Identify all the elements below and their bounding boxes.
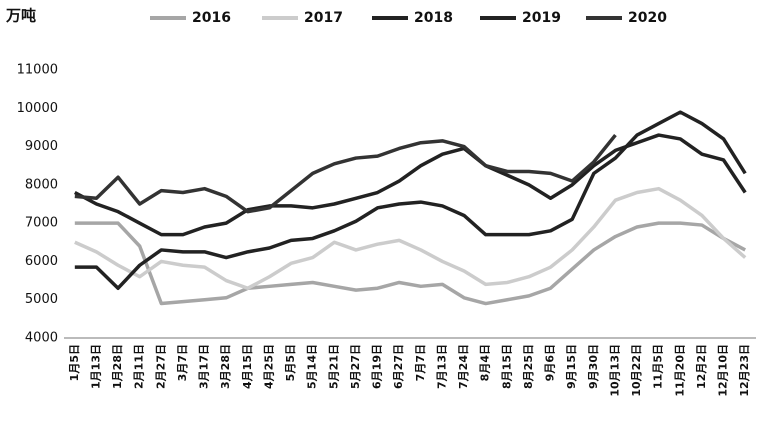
data-line — [74, 186, 747, 290]
data-line — [73, 133, 747, 237]
x-tick-label: 3月28日 — [219, 344, 232, 389]
x-tick-label: 11月20日 — [673, 344, 686, 397]
x-tick-label: 10月22日 — [630, 344, 643, 397]
y-tick-label: 5000 — [25, 292, 58, 307]
x-tick-label: 3月17日 — [198, 344, 211, 389]
x-tick-label: 9月15日 — [565, 344, 578, 389]
x-tick-label: 1月5日 — [68, 344, 81, 381]
y-tick-label: 9000 — [25, 139, 58, 154]
legend-label: 2020 — [628, 10, 667, 26]
x-tick-label: 2月11日 — [133, 344, 146, 389]
x-tick-label: 7月7日 — [414, 344, 427, 381]
x-tick-label: 5月14日 — [306, 344, 319, 389]
y-tick-label: 8000 — [25, 177, 58, 192]
x-tick-label: 5月27日 — [349, 344, 362, 389]
y-tick-label: 7000 — [25, 216, 58, 231]
x-tick-label: 7月24日 — [457, 344, 470, 389]
x-tick-label: 9月30日 — [587, 344, 600, 389]
x-tick-label: 5月21日 — [327, 344, 340, 389]
x-tick-label: 4月25日 — [262, 344, 275, 389]
data-line — [74, 221, 747, 306]
x-tick-label: 1月13日 — [89, 344, 102, 389]
x-tick-label: 11月5日 — [652, 344, 665, 389]
x-tick-label: 12月2日 — [695, 344, 708, 389]
y-axis-unit: 万吨 — [5, 7, 36, 25]
x-tick-label: 9月6日 — [544, 344, 557, 381]
x-tick-label: 7月13日 — [435, 344, 448, 389]
x-tick-label: 6月19日 — [371, 344, 384, 389]
legend-label: 2018 — [414, 10, 453, 26]
legend-label: 2016 — [192, 10, 231, 26]
x-tick-label: 8月4日 — [479, 344, 492, 381]
legend-label: 2017 — [304, 10, 343, 26]
y-tick-label: 11000 — [17, 63, 58, 78]
x-tick-label: 8月25日 — [522, 344, 535, 389]
y-tick-label: 4000 — [25, 331, 58, 346]
legend-label: 2019 — [522, 10, 561, 26]
x-tick-label: 6月27日 — [392, 344, 405, 389]
x-tick-label: 1月28日 — [111, 344, 124, 389]
y-tick-label: 10000 — [17, 101, 58, 116]
x-tick-label: 4月15日 — [241, 344, 254, 389]
x-tick-label: 2月27日 — [154, 344, 167, 389]
x-tick-label: 5月5日 — [284, 344, 297, 381]
data-line — [74, 110, 747, 290]
x-tick-label: 3月7日 — [176, 344, 189, 381]
x-tick-label: 10月13日 — [608, 344, 621, 397]
x-tick-label: 12月23日 — [738, 344, 751, 397]
x-tick-label: 8月15日 — [500, 344, 513, 389]
y-tick-label: 6000 — [25, 254, 58, 269]
x-tick-label: 12月10日 — [717, 344, 730, 397]
data-line — [74, 133, 617, 214]
